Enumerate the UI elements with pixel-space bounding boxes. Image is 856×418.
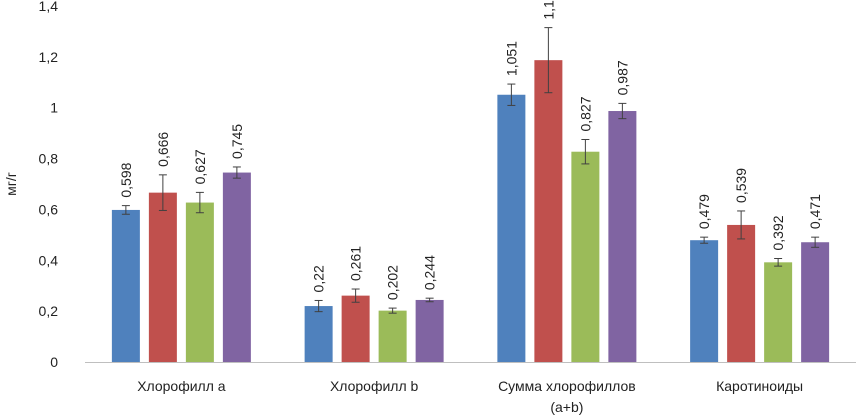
data-label: 0,471 bbox=[807, 194, 823, 229]
bar bbox=[608, 111, 637, 363]
y-axis-ticks: 0 0,2 0,4 0,6 0,8 1 1,2 1,4 bbox=[39, 0, 59, 370]
y-tick-label: 1 bbox=[50, 100, 58, 116]
bar bbox=[534, 60, 563, 363]
data-label: 0,627 bbox=[192, 149, 208, 184]
bar bbox=[378, 310, 407, 362]
y-tick-label: 1,2 bbox=[39, 49, 59, 65]
bar bbox=[341, 295, 370, 362]
category-labels-group: Хлорофилл a Хлорофилл b Сумма хлорофиллов (… bbox=[137, 378, 803, 415]
bar bbox=[497, 94, 526, 362]
data-label: 1,051 bbox=[503, 41, 519, 76]
bar bbox=[727, 224, 756, 362]
bar bbox=[222, 172, 251, 362]
y-tick-label: 0 bbox=[50, 354, 58, 370]
data-label: 0,745 bbox=[229, 124, 245, 159]
bar bbox=[801, 242, 830, 362]
data-label: 0,22 bbox=[311, 265, 327, 292]
bar bbox=[111, 209, 140, 362]
data-label: 0,827 bbox=[577, 96, 593, 131]
category-label: Хлорофилл a bbox=[137, 378, 226, 394]
bar bbox=[304, 306, 333, 362]
category-label: Хлорофилл b bbox=[330, 378, 419, 394]
data-label: 1,187 bbox=[540, 0, 556, 20]
bar bbox=[415, 299, 444, 362]
y-tick-label: 0,8 bbox=[39, 151, 59, 167]
data-label: 0,598 bbox=[118, 162, 134, 197]
y-tick-label: 0,4 bbox=[39, 252, 59, 268]
bar bbox=[571, 151, 600, 362]
bars-group bbox=[111, 60, 830, 363]
y-tick-label: 0,6 bbox=[39, 201, 59, 217]
data-label: 0,479 bbox=[696, 194, 712, 229]
y-axis-label: мг/г bbox=[3, 172, 19, 196]
error-bars-group bbox=[121, 27, 820, 314]
bar bbox=[690, 240, 719, 362]
y-tick-label: 0,2 bbox=[39, 303, 59, 319]
data-label: 0,244 bbox=[422, 255, 438, 290]
data-label: 0,392 bbox=[770, 215, 786, 250]
category-label-line2: (a+b) bbox=[550, 399, 583, 415]
data-label: 0,666 bbox=[155, 132, 171, 167]
category-label: Каротиноиды bbox=[716, 378, 803, 394]
data-label: 0,987 bbox=[614, 60, 630, 95]
data-label: 0,261 bbox=[348, 246, 364, 281]
data-label: 0,539 bbox=[733, 168, 749, 203]
bar bbox=[185, 202, 214, 362]
y-tick-label: 1,4 bbox=[39, 0, 59, 14]
data-label: 0,202 bbox=[385, 265, 401, 300]
category-label: Сумма хлорофиллов bbox=[498, 378, 636, 394]
bar bbox=[764, 262, 793, 362]
bar bbox=[148, 192, 177, 362]
data-labels-group: 0,598 0,666 0,627 0,745 0,22 0,261 0,202 0,244 1… bbox=[118, 0, 823, 300]
